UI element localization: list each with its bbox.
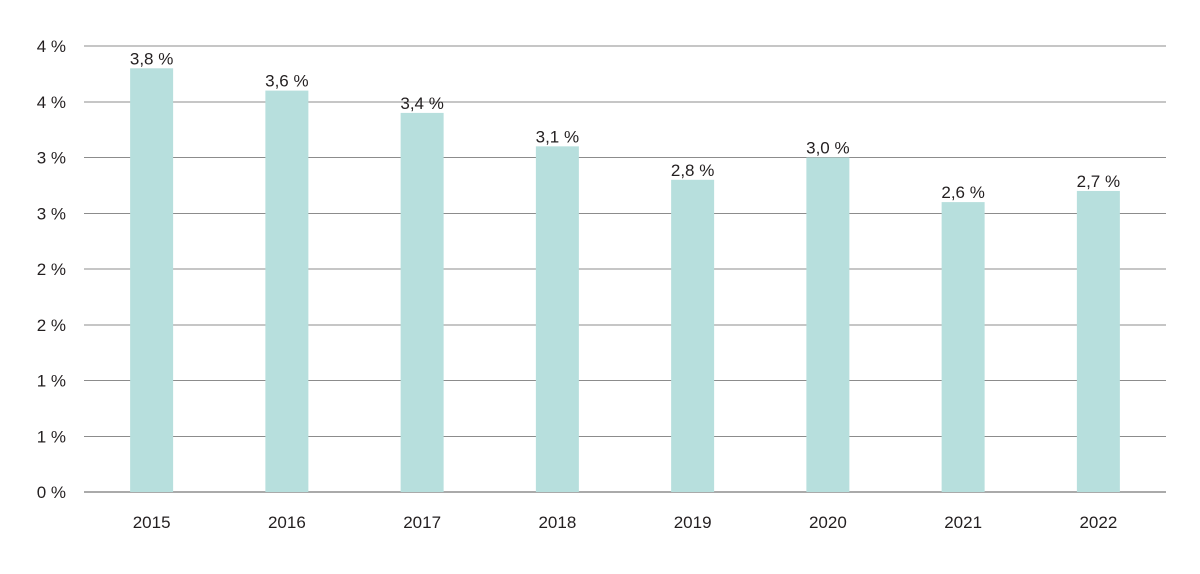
x-tick-label-2015: 2015: [133, 513, 171, 532]
bar-2017: [400, 112, 444, 493]
bar-2018: [535, 146, 579, 492]
bar-2021: [941, 202, 985, 492]
y-tick-label: 4 %: [37, 93, 66, 112]
x-tick-label-2016: 2016: [268, 513, 306, 532]
gridlines: [84, 45, 1166, 493]
y-tick-label: 1 %: [37, 372, 66, 391]
bar-2015: [130, 68, 174, 493]
bar-2019: [671, 179, 715, 493]
y-tick-label: 2 %: [37, 260, 66, 279]
bars: [130, 68, 1120, 493]
y-tick-label: 1 %: [37, 427, 66, 446]
x-tick-label-2018: 2018: [538, 513, 576, 532]
data-label-2015: 3,8 %: [130, 49, 173, 68]
y-axis: 0 % 1 % 1 % 2 % 2 % 3 % 3 % 4 % 4 %: [37, 37, 66, 502]
data-label-2018: 3,1 %: [536, 127, 579, 146]
y-tick-label: 0 %: [37, 483, 66, 502]
bar-2020: [806, 157, 850, 492]
x-tick-label-2019: 2019: [674, 513, 712, 532]
x-tick-label-2017: 2017: [403, 513, 441, 532]
data-label-2021: 2,6 %: [941, 183, 984, 202]
x-tick-label-2020: 2020: [809, 513, 847, 532]
y-tick-label: 4 %: [37, 37, 66, 56]
bar-2022: [1076, 190, 1120, 492]
data-label-2020: 3,0 %: [806, 139, 849, 158]
x-tick-label-2022: 2022: [1079, 513, 1117, 532]
data-label-2019: 2,8 %: [671, 161, 714, 180]
y-tick-label: 2 %: [37, 316, 66, 335]
y-tick-label: 3 %: [37, 149, 66, 168]
data-labels: 3,8 % 3,6 % 3,4 % 3,1 % 2,8 % 3,0 % 2,6 % 2,7 %: [130, 49, 1120, 202]
data-label-2016: 3,6 %: [265, 72, 308, 91]
data-label-2017: 3,4 %: [400, 94, 443, 113]
bar-2016: [265, 90, 309, 492]
data-label-2022: 2,7 %: [1077, 172, 1120, 191]
x-tick-label-2021: 2021: [944, 513, 982, 532]
y-tick-label: 3 %: [37, 204, 66, 223]
x-axis: 2015 2016 2017 2018 2019 2020 2021 2022: [133, 513, 1118, 532]
